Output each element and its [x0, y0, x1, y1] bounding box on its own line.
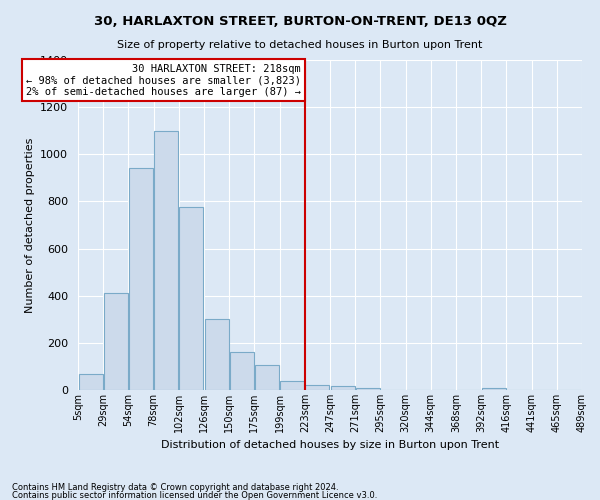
- Text: Size of property relative to detached houses in Burton upon Trent: Size of property relative to detached ho…: [118, 40, 482, 50]
- Bar: [179, 208, 203, 390]
- Bar: [104, 294, 128, 390]
- Bar: [129, 168, 153, 390]
- Bar: [205, 320, 229, 390]
- Text: Contains public sector information licensed under the Open Government Licence v3: Contains public sector information licen…: [12, 490, 377, 500]
- Bar: [482, 388, 506, 390]
- Bar: [154, 130, 178, 390]
- Bar: [305, 386, 329, 390]
- Bar: [79, 374, 103, 390]
- Text: 30 HARLAXTON STREET: 218sqm
← 98% of detached houses are smaller (3,823)
2% of s: 30 HARLAXTON STREET: 218sqm ← 98% of det…: [26, 64, 301, 96]
- Bar: [255, 365, 279, 390]
- Text: Contains HM Land Registry data © Crown copyright and database right 2024.: Contains HM Land Registry data © Crown c…: [12, 483, 338, 492]
- Y-axis label: Number of detached properties: Number of detached properties: [25, 138, 35, 312]
- Text: 30, HARLAXTON STREET, BURTON-ON-TRENT, DE13 0QZ: 30, HARLAXTON STREET, BURTON-ON-TRENT, D…: [94, 15, 506, 28]
- Bar: [356, 388, 380, 390]
- Bar: [280, 380, 304, 390]
- X-axis label: Distribution of detached houses by size in Burton upon Trent: Distribution of detached houses by size …: [161, 440, 499, 450]
- Bar: [331, 386, 355, 390]
- Bar: [230, 352, 254, 390]
